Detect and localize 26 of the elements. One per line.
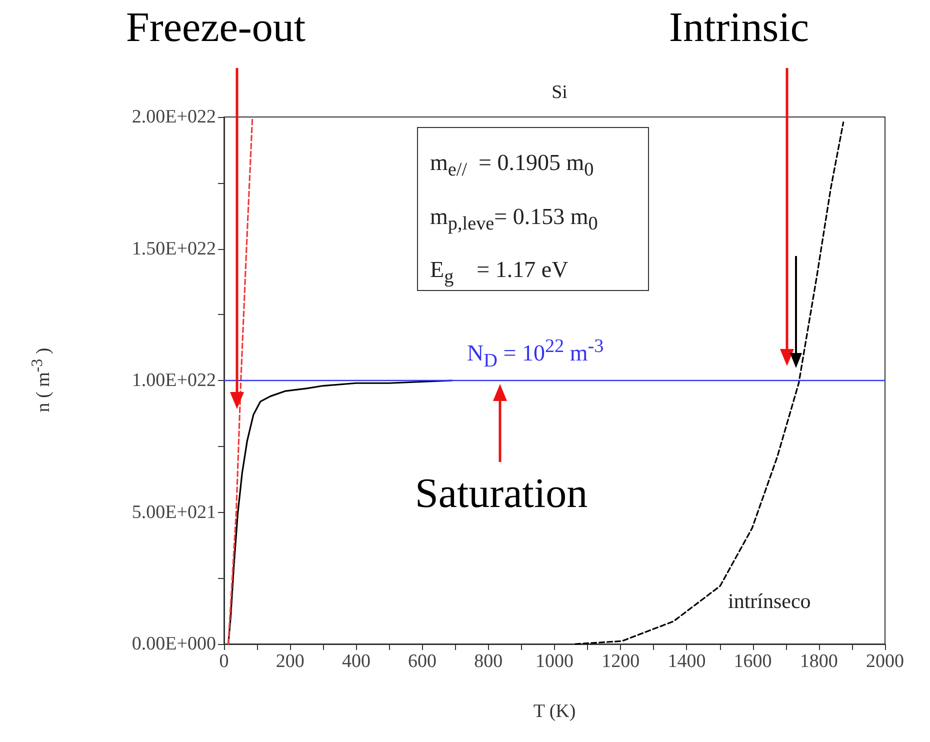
y-tick-label: 1.50E+022 [132,238,216,260]
y-tick-label: 1.00E+022 [132,370,216,391]
chart-title: Si [552,82,568,103]
x-tick-label: 1800 [800,651,838,672]
x-tick-label: 400 [342,651,370,672]
text: Intrinsic [669,4,809,52]
x-tick-label: 2000 [866,651,904,672]
x-tick-label: 1200 [602,651,640,672]
x-tick-label: 600 [408,651,437,672]
x-tick-label: 800 [474,651,503,672]
annotation: Saturation [415,470,588,518]
annotation: m$_{p,leve}$= 0.153 m$_{0}$ [430,202,599,236]
x-tick-label: 1600 [734,651,772,672]
x-tick-label: 1400 [668,651,706,672]
y-tick-label: 0.00E+000 [132,634,216,654]
text-box: m$_{e//}$ = 0.1905 m$_{0}$ m$_{p,leve}$= 0.153 m$_{0}$ E$_{g}$ = 1.17 eV [417,127,649,291]
annotation: m$_{e//}$ = 0.1905 m$_{0}$ [430,149,595,183]
x-tick-label: 200 [276,651,304,672]
x-tick-label: 0 [219,651,229,672]
annotation: N$_{D}$ = 10$^{22}$ m$^{-3}$ [467,336,604,372]
y-tick-label: 5.00E+021 [132,502,216,523]
annotation: intrínseco [728,589,811,614]
x-axis-title: T (K) [533,701,576,722]
x-tick-label: 1000 [536,651,574,672]
text: Freeze-out [126,4,306,52]
y-tick-label: 2.00E+022 [132,106,216,128]
